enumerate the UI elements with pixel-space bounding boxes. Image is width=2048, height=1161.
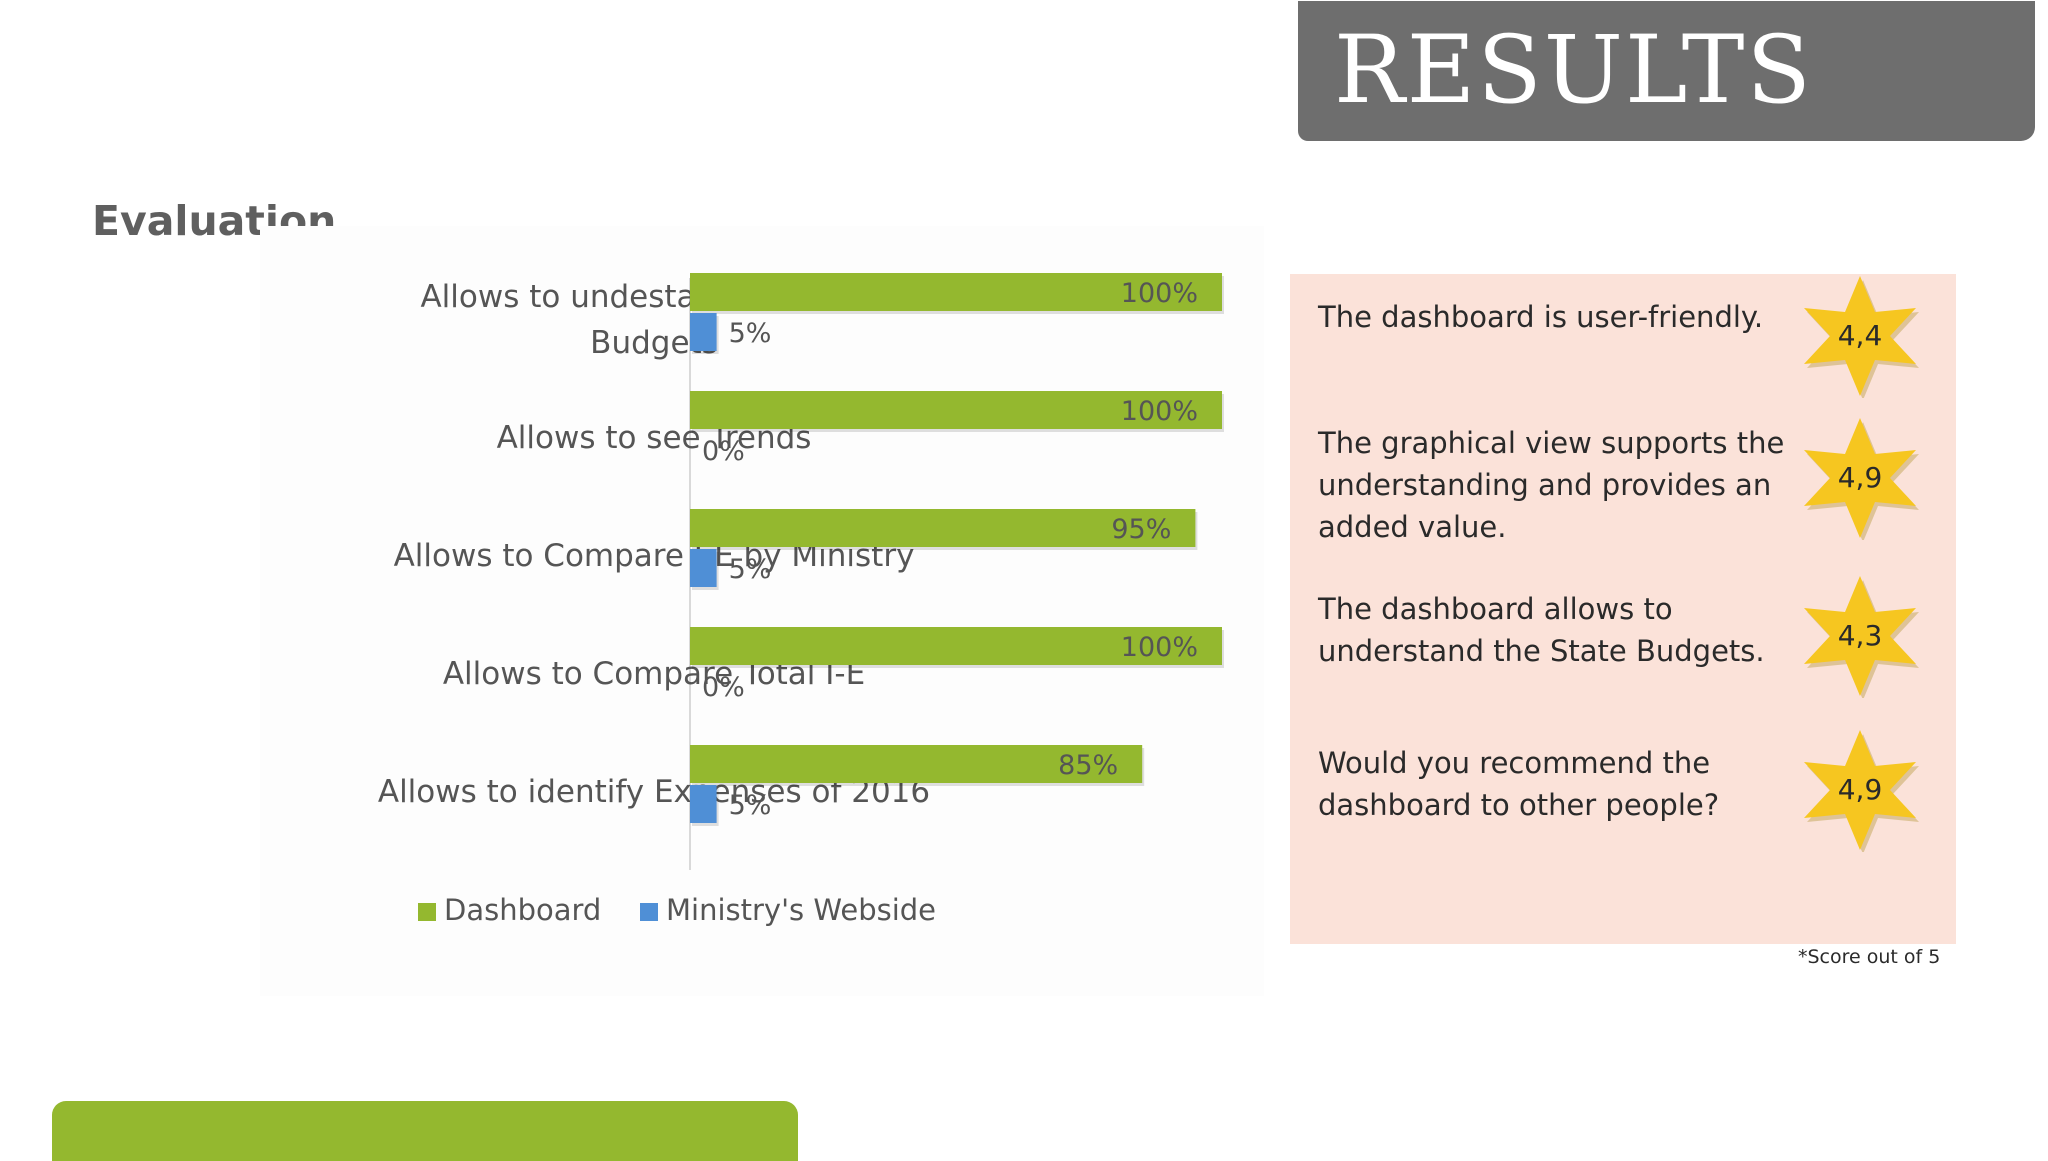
- score-value-4: 4,9: [1837, 773, 1883, 806]
- score-panel: The dashboard is user-friendly. 4,4 The …: [1290, 274, 1956, 944]
- bar-ministry: [690, 313, 717, 351]
- statement-1: The dashboard is user-friendly.: [1318, 300, 1764, 334]
- bar-ministry: [690, 785, 717, 823]
- data-label: 5%: [729, 554, 772, 585]
- footnote: *Score out of 5: [1798, 946, 1941, 968]
- star-icon: [1804, 276, 1919, 398]
- bar-chart: Allows to undestand the StateBudgets100%…: [378, 273, 1224, 927]
- score-star-2: 4,9: [1798, 416, 1922, 540]
- star-icon: [1804, 730, 1919, 852]
- score-star-4: 4,9: [1798, 728, 1922, 852]
- data-label: 85%: [1058, 750, 1118, 781]
- bar-dashboard: [690, 391, 1222, 429]
- score-value-3: 4,3: [1837, 619, 1883, 652]
- bar-dashboard: [690, 273, 1222, 311]
- score-star-3: 4,3: [1798, 574, 1922, 698]
- star-icon: [1804, 418, 1919, 540]
- bar-dashboard: [690, 745, 1143, 783]
- score-star-1: 4,4: [1798, 274, 1922, 398]
- title-banner: RESULTS: [1298, 1, 2035, 141]
- statement-4: Would you recommend the dashboard to oth…: [1318, 746, 1720, 822]
- legend-label: Ministry's Webside: [666, 893, 936, 927]
- data-label: 5%: [729, 318, 772, 349]
- data-label: 0%: [702, 436, 745, 467]
- bottom-accent-bar: [52, 1101, 798, 1161]
- statement-3: The dashboard allows to understand the S…: [1318, 592, 1765, 668]
- legend-swatch-ministry: [640, 903, 658, 921]
- data-label: 100%: [1121, 396, 1198, 427]
- legend-swatch-dashboard: [418, 903, 436, 921]
- score-value-2: 4,9: [1837, 461, 1883, 494]
- data-label: 0%: [702, 672, 745, 703]
- legend-label: Dashboard: [444, 893, 601, 927]
- statement-2: The graphical view supports the understa…: [1318, 426, 1785, 544]
- bar-dashboard: [690, 509, 1196, 547]
- chart-area: Allows to undestand the State Budgets 100%…: [260, 226, 1264, 996]
- bar-ministry: [690, 549, 717, 587]
- page-title: RESULTS: [1334, 16, 1813, 125]
- data-label: 5%: [729, 790, 772, 821]
- bar-dashboard: [690, 627, 1222, 665]
- star-icon: [1804, 576, 1919, 698]
- data-label: 95%: [1111, 514, 1171, 545]
- data-label: 100%: [1121, 632, 1198, 663]
- score-value-1: 4,4: [1837, 319, 1883, 352]
- data-label: 100%: [1121, 278, 1198, 309]
